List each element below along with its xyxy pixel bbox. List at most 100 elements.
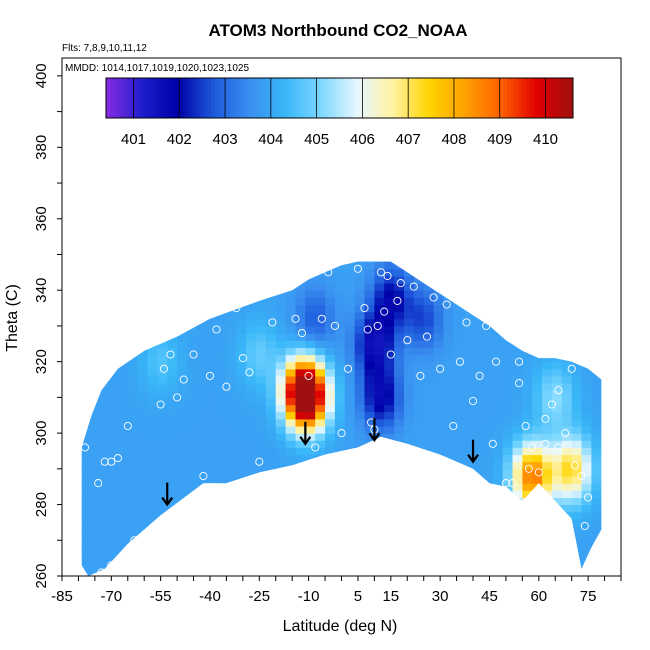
x-axis: -85 -70 -55 -40 -25 -10 5 15 30 45 60 75 <box>51 575 622 605</box>
sample-point <box>436 364 445 373</box>
sample-point <box>80 443 90 452</box>
colorbar-frame <box>105 77 574 119</box>
sample-point <box>179 375 188 384</box>
sample-point <box>324 268 333 277</box>
sample-point <box>534 468 543 477</box>
sample-point <box>113 454 122 463</box>
sample-point <box>524 464 533 473</box>
sample-point <box>360 304 369 313</box>
sample-point <box>468 396 478 406</box>
sample-point <box>297 329 307 338</box>
sample-point <box>199 471 208 481</box>
sample-point <box>330 321 339 330</box>
colorbar-tick-label: 407 <box>396 131 421 148</box>
chart-title: ATOM3 Northbound CO2_NOAA <box>208 21 467 40</box>
sample-point <box>508 479 517 488</box>
sample-point <box>363 325 372 334</box>
sample-point <box>123 421 132 431</box>
x-axis-label: Latitude (deg N) <box>283 618 398 635</box>
sample-point <box>554 386 563 395</box>
x-tick-label: -40 <box>199 588 221 605</box>
down-arrow-icon <box>467 439 479 464</box>
sample-point <box>94 479 103 488</box>
sample-point <box>232 304 241 313</box>
sample-point <box>107 457 116 466</box>
down-arrow-icon <box>161 482 174 507</box>
y-tick-label: 300 <box>33 421 50 446</box>
sample-point <box>584 493 593 502</box>
co2-field <box>81 261 602 576</box>
sample-point <box>304 371 313 380</box>
x-tick-label: 5 <box>354 588 362 605</box>
sample-point <box>268 318 277 327</box>
sample-point <box>422 332 432 341</box>
sample-point <box>482 321 491 330</box>
colorbar-tick-label: 409 <box>487 131 512 148</box>
y-tick-label: 340 <box>33 278 50 303</box>
sample-point <box>337 429 346 438</box>
field-cells <box>81 261 602 576</box>
sample-point <box>238 354 247 363</box>
sample-point <box>222 382 231 391</box>
colorbar-tick-label: 410 <box>533 131 558 148</box>
sample-point <box>90 389 99 398</box>
sample-point <box>580 521 589 531</box>
x-tick-label: 60 <box>530 588 547 605</box>
sample-point <box>317 314 326 323</box>
sample-point <box>284 271 293 280</box>
sample-point <box>475 371 484 380</box>
y-tick-label: 400 <box>33 63 50 88</box>
sample-point <box>245 368 254 377</box>
x-tick-label: 15 <box>382 588 399 605</box>
sample-point <box>561 429 570 438</box>
sample-point <box>205 371 215 380</box>
sample-point <box>278 257 287 266</box>
colorbar-tick-label: 401 <box>121 131 146 148</box>
colorbar-tick-label: 406 <box>350 131 375 148</box>
sample-point <box>311 443 320 452</box>
sample-point <box>449 421 458 431</box>
sample-point <box>386 350 395 359</box>
flights-note: Flts: 7,8,9,10,11,12 <box>62 43 147 54</box>
colorbar-tick-label: 402 <box>167 131 192 148</box>
sample-point <box>393 296 402 305</box>
sample-point <box>383 271 392 280</box>
sample-point <box>547 400 556 409</box>
x-tick-label: -55 <box>150 588 172 605</box>
y-axis: 260 280 300 320 340 360 380 400 <box>33 63 62 589</box>
sample-point <box>403 336 412 345</box>
sample-point <box>534 500 543 509</box>
sample-point <box>515 379 524 388</box>
x-tick-label: 30 <box>432 588 449 605</box>
sample-point <box>380 307 389 316</box>
colorbar-tick-label: 405 <box>304 131 329 148</box>
sample-point <box>166 350 175 359</box>
sample-point <box>416 371 425 380</box>
colorbar-tick-label: 408 <box>441 131 466 148</box>
sample-point <box>442 300 451 309</box>
sample-point <box>353 264 362 273</box>
sample-point <box>189 350 198 359</box>
y-tick-label: 260 <box>33 563 50 588</box>
sample-point <box>488 439 497 448</box>
y-tick-label: 320 <box>33 349 50 374</box>
sample-point <box>255 457 264 466</box>
sample-point <box>554 443 563 452</box>
x-tick-label: -85 <box>51 588 73 605</box>
sample-point <box>156 400 165 409</box>
down-arrow-icon <box>368 418 381 443</box>
y-tick-label: 280 <box>33 492 50 517</box>
sample-point <box>159 364 168 373</box>
x-tick-label: -70 <box>100 588 122 605</box>
sample-point <box>291 314 300 323</box>
sample-point <box>455 357 464 366</box>
down-arrow-icon <box>299 421 312 446</box>
sample-point <box>541 414 550 423</box>
sample-point <box>462 318 471 327</box>
y-tick-label: 380 <box>33 135 50 160</box>
sample-point <box>173 393 182 402</box>
sample-point <box>344 364 353 373</box>
arrows <box>161 418 479 507</box>
x-tick-label: -10 <box>298 588 320 605</box>
